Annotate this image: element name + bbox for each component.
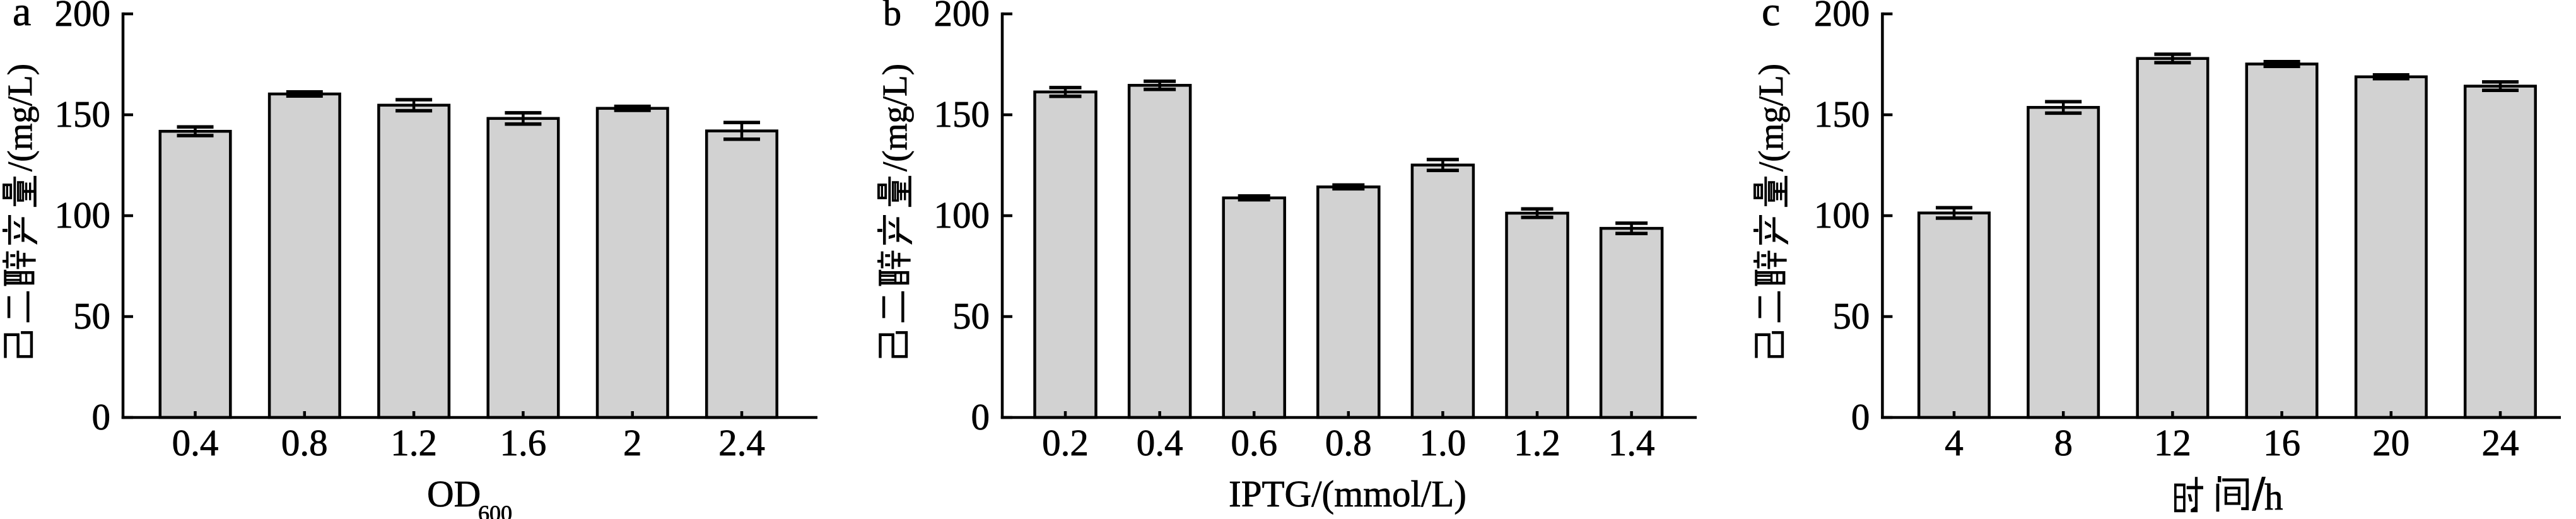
svg-text:20: 20 [2372, 422, 2409, 464]
svg-text:100: 100 [55, 194, 111, 236]
svg-text:12: 12 [2154, 422, 2191, 464]
svg-text:b: b [883, 0, 901, 33]
svg-text:1.6: 1.6 [500, 422, 547, 464]
svg-text:0.4: 0.4 [172, 422, 219, 464]
svg-text:IPTG/(mmol/L): IPTG/(mmol/L) [1229, 473, 1467, 515]
svg-text:200: 200 [55, 0, 111, 34]
svg-text:100: 100 [934, 194, 990, 236]
svg-text:/(mg/L): /(mg/L) [1, 64, 39, 172]
svg-text:4: 4 [1945, 422, 1964, 464]
svg-text:150: 150 [55, 93, 111, 135]
svg-text:OD: OD [427, 473, 481, 515]
svg-text:2.4: 2.4 [718, 422, 765, 464]
svg-text:1.4: 1.4 [1608, 422, 1655, 464]
svg-text:0.8: 0.8 [281, 422, 328, 464]
svg-text:/(mg/L): /(mg/L) [1752, 64, 1790, 172]
svg-text:0: 0 [1851, 396, 1870, 438]
svg-text:50: 50 [73, 295, 110, 337]
svg-text:200: 200 [934, 0, 990, 34]
svg-text:/(mg/L): /(mg/L) [875, 64, 914, 172]
svg-text:200: 200 [1814, 0, 1870, 34]
svg-text:h: h [2264, 476, 2283, 518]
svg-text:0.8: 0.8 [1325, 422, 1372, 464]
svg-text:600: 600 [478, 501, 512, 519]
svg-text:50: 50 [952, 295, 990, 337]
svg-text:0.6: 0.6 [1231, 422, 1277, 464]
svg-text:1.0: 1.0 [1420, 422, 1467, 464]
svg-text:2: 2 [623, 422, 642, 464]
svg-text:150: 150 [1814, 93, 1870, 135]
svg-text:0: 0 [971, 396, 990, 438]
svg-text:1.2: 1.2 [390, 422, 437, 464]
svg-text:0.4: 0.4 [1137, 422, 1183, 464]
svg-text:100: 100 [1814, 194, 1870, 236]
svg-text:50: 50 [1832, 295, 1870, 337]
svg-text:150: 150 [934, 93, 990, 135]
svg-text:0: 0 [92, 396, 111, 438]
svg-text:c: c [1762, 0, 1780, 35]
svg-text:a: a [13, 0, 31, 35]
svg-text:16: 16 [2263, 422, 2300, 464]
svg-text:24: 24 [2482, 422, 2519, 464]
svg-text:1.2: 1.2 [1514, 422, 1560, 464]
svg-text:8: 8 [2054, 422, 2073, 464]
svg-text:0.2: 0.2 [1042, 422, 1089, 464]
